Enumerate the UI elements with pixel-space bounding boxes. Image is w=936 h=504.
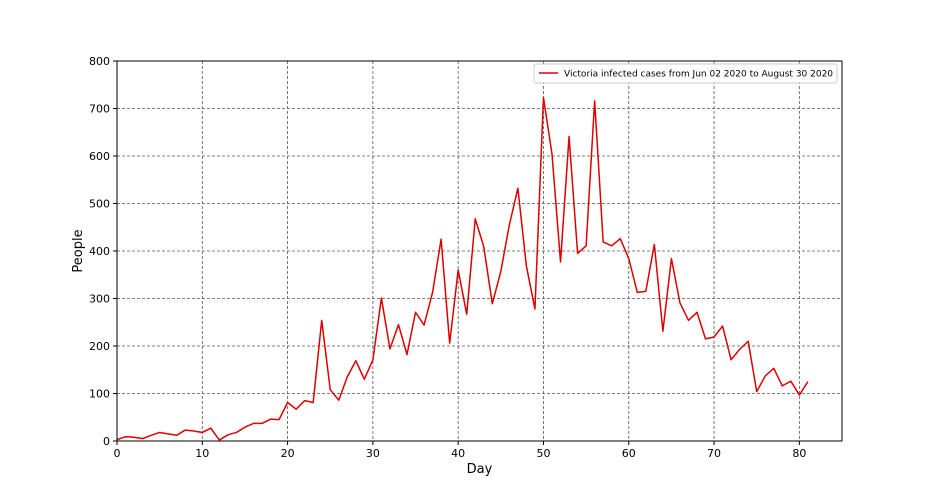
series-line [116, 96, 809, 441]
x-tick-label: 80 [792, 447, 806, 460]
y-tick-label: 600 [89, 150, 110, 163]
legend-box [533, 63, 838, 84]
y-tick-label: 400 [89, 245, 110, 258]
x-axis-label: Day [467, 462, 493, 477]
y-tick-label: 300 [89, 293, 110, 306]
x-tick-label: 50 [536, 447, 550, 460]
y-tick-label: 100 [89, 388, 110, 401]
x-tick-label: 40 [451, 447, 465, 460]
y-tick-label: 500 [89, 198, 110, 211]
x-tick-label: 70 [707, 447, 721, 460]
x-tick-label: 20 [281, 447, 295, 460]
y-axis-label: People [71, 229, 86, 272]
y-tick-label: 800 [89, 55, 110, 68]
x-tick-label: 0 [114, 447, 121, 460]
legend: Victoria infected cases from Jun 02 2020… [533, 63, 838, 84]
y-tick-label: 0 [103, 435, 110, 448]
axis-ticks: 0 10 20 30 40 50 60 70 8001002003004005006007008… [89, 55, 806, 460]
y-tick-label: 200 [89, 340, 110, 353]
x-tick-label: 10 [195, 447, 209, 460]
x-tick-label: 30 [366, 447, 380, 460]
x-tick-label: 60 [622, 447, 636, 460]
y-tick-label: 700 [89, 103, 110, 116]
plot-frame [116, 60, 843, 442]
legend-entry-label: Victoria infected cases from Jun 02 2020… [564, 70, 833, 80]
grid-lines [117, 61, 842, 441]
series-layer [116, 96, 809, 441]
